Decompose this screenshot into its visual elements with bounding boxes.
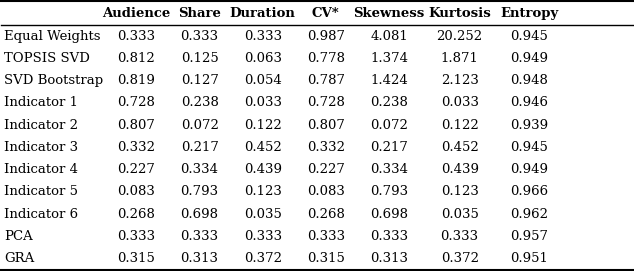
Text: 0.268: 0.268 bbox=[117, 208, 155, 221]
Text: 0.333: 0.333 bbox=[370, 230, 408, 243]
Text: 0.333: 0.333 bbox=[243, 230, 281, 243]
Text: 0.333: 0.333 bbox=[117, 230, 155, 243]
Text: 0.227: 0.227 bbox=[307, 163, 345, 176]
Text: 0.793: 0.793 bbox=[181, 185, 219, 198]
Text: 0.334: 0.334 bbox=[370, 163, 408, 176]
Text: 1.374: 1.374 bbox=[370, 52, 408, 65]
Text: 0.939: 0.939 bbox=[510, 119, 548, 131]
Text: Duration: Duration bbox=[230, 7, 295, 20]
Text: 0.268: 0.268 bbox=[307, 208, 345, 221]
Text: 0.987: 0.987 bbox=[307, 30, 345, 43]
Text: 0.035: 0.035 bbox=[441, 208, 479, 221]
Text: 0.313: 0.313 bbox=[181, 252, 219, 265]
Text: 0.945: 0.945 bbox=[510, 141, 548, 154]
Text: 0.452: 0.452 bbox=[441, 141, 479, 154]
Text: 0.372: 0.372 bbox=[441, 252, 479, 265]
Text: 0.238: 0.238 bbox=[181, 96, 219, 109]
Text: 0.949: 0.949 bbox=[510, 163, 548, 176]
Text: 0.227: 0.227 bbox=[117, 163, 155, 176]
Text: 0.698: 0.698 bbox=[370, 208, 408, 221]
Text: Entropy: Entropy bbox=[500, 7, 558, 20]
Text: 0.127: 0.127 bbox=[181, 74, 219, 87]
Text: 0.807: 0.807 bbox=[307, 119, 345, 131]
Text: 0.333: 0.333 bbox=[307, 230, 345, 243]
Text: Indicator 1: Indicator 1 bbox=[4, 96, 78, 109]
Text: Indicator 2: Indicator 2 bbox=[4, 119, 78, 131]
Text: 0.072: 0.072 bbox=[181, 119, 219, 131]
Text: 0.333: 0.333 bbox=[117, 30, 155, 43]
Text: 0.123: 0.123 bbox=[441, 185, 479, 198]
Text: 1.424: 1.424 bbox=[370, 74, 408, 87]
Text: 0.951: 0.951 bbox=[510, 252, 548, 265]
Text: 0.217: 0.217 bbox=[181, 141, 219, 154]
Text: 0.819: 0.819 bbox=[117, 74, 155, 87]
Text: PCA: PCA bbox=[4, 230, 33, 243]
Text: 0.333: 0.333 bbox=[181, 230, 219, 243]
Text: 0.948: 0.948 bbox=[510, 74, 548, 87]
Text: 0.946: 0.946 bbox=[510, 96, 548, 109]
Text: 0.123: 0.123 bbox=[244, 185, 281, 198]
Text: 0.313: 0.313 bbox=[370, 252, 408, 265]
Text: 1.871: 1.871 bbox=[441, 52, 479, 65]
Text: 0.122: 0.122 bbox=[441, 119, 479, 131]
Text: Skewness: Skewness bbox=[353, 7, 425, 20]
Text: 0.807: 0.807 bbox=[117, 119, 155, 131]
Text: 0.698: 0.698 bbox=[181, 208, 219, 221]
Text: 0.333: 0.333 bbox=[181, 30, 219, 43]
Text: 0.217: 0.217 bbox=[370, 141, 408, 154]
Text: Equal Weights: Equal Weights bbox=[4, 30, 100, 43]
Text: 0.728: 0.728 bbox=[307, 96, 345, 109]
Text: 0.793: 0.793 bbox=[370, 185, 408, 198]
Text: 20.252: 20.252 bbox=[437, 30, 482, 43]
Text: 0.332: 0.332 bbox=[117, 141, 155, 154]
Text: 0.452: 0.452 bbox=[244, 141, 281, 154]
Text: Indicator 5: Indicator 5 bbox=[4, 185, 78, 198]
Text: CV*: CV* bbox=[312, 7, 340, 20]
Text: Kurtosis: Kurtosis bbox=[429, 7, 491, 20]
Text: 0.333: 0.333 bbox=[441, 230, 479, 243]
Text: 0.122: 0.122 bbox=[244, 119, 281, 131]
Text: 0.778: 0.778 bbox=[307, 52, 345, 65]
Text: Indicator 6: Indicator 6 bbox=[4, 208, 78, 221]
Text: 4.081: 4.081 bbox=[370, 30, 408, 43]
Text: 0.439: 0.439 bbox=[441, 163, 479, 176]
Text: GRA: GRA bbox=[4, 252, 34, 265]
Text: 0.063: 0.063 bbox=[243, 52, 281, 65]
Text: 0.238: 0.238 bbox=[370, 96, 408, 109]
Text: 0.957: 0.957 bbox=[510, 230, 548, 243]
Text: 0.787: 0.787 bbox=[307, 74, 345, 87]
Text: 0.962: 0.962 bbox=[510, 208, 548, 221]
Text: Indicator 3: Indicator 3 bbox=[4, 141, 78, 154]
Text: 0.033: 0.033 bbox=[441, 96, 479, 109]
Text: 0.054: 0.054 bbox=[244, 74, 281, 87]
Text: 0.315: 0.315 bbox=[117, 252, 155, 265]
Text: 0.945: 0.945 bbox=[510, 30, 548, 43]
Text: 0.949: 0.949 bbox=[510, 52, 548, 65]
Text: SVD Bootstrap: SVD Bootstrap bbox=[4, 74, 103, 87]
Text: Indicator 4: Indicator 4 bbox=[4, 163, 78, 176]
Text: 0.315: 0.315 bbox=[307, 252, 345, 265]
Text: 0.334: 0.334 bbox=[181, 163, 219, 176]
Text: Audience: Audience bbox=[102, 7, 171, 20]
Text: 0.372: 0.372 bbox=[243, 252, 281, 265]
Text: 0.083: 0.083 bbox=[117, 185, 155, 198]
Text: 0.812: 0.812 bbox=[117, 52, 155, 65]
Text: TOPSIS SVD: TOPSIS SVD bbox=[4, 52, 90, 65]
Text: 0.035: 0.035 bbox=[244, 208, 281, 221]
Text: 0.083: 0.083 bbox=[307, 185, 345, 198]
Text: 0.033: 0.033 bbox=[243, 96, 281, 109]
Text: 0.332: 0.332 bbox=[307, 141, 345, 154]
Text: 2.123: 2.123 bbox=[441, 74, 479, 87]
Text: 0.728: 0.728 bbox=[117, 96, 155, 109]
Text: 0.966: 0.966 bbox=[510, 185, 548, 198]
Text: 0.439: 0.439 bbox=[243, 163, 281, 176]
Text: Share: Share bbox=[178, 7, 221, 20]
Text: 0.072: 0.072 bbox=[370, 119, 408, 131]
Text: 0.125: 0.125 bbox=[181, 52, 219, 65]
Text: 0.333: 0.333 bbox=[243, 30, 281, 43]
